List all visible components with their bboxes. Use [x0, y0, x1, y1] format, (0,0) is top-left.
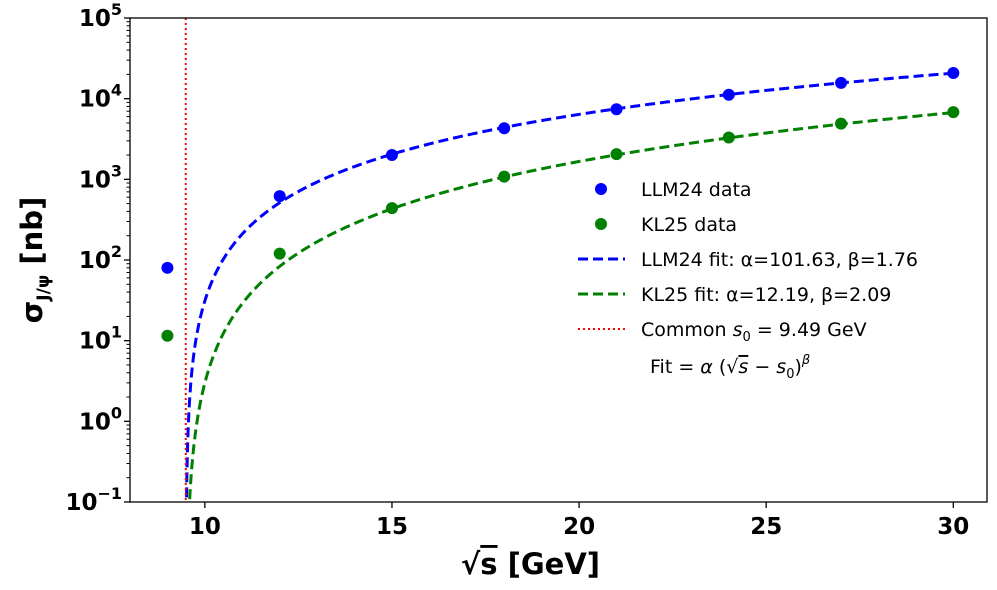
x-tick-label: 15	[376, 514, 408, 540]
plot-area	[161, 18, 960, 502]
data-point	[610, 148, 623, 161]
data-point	[273, 190, 286, 203]
data-point	[498, 122, 511, 135]
data-point	[722, 131, 735, 144]
legend: LLM24 data KL25 data LLM24 fit: α=101.63, …	[578, 179, 918, 382]
y-tick-label: 100	[79, 403, 122, 435]
y-tick-label: 103	[79, 161, 122, 193]
legend-marker	[595, 218, 607, 230]
x-tick-label: 30	[937, 514, 969, 540]
fit-line-3	[188, 111, 954, 502]
x-tick-label: 25	[750, 514, 782, 540]
legend-label: KL25 fit: α=12.19, β=2.09	[641, 284, 891, 306]
data-point	[722, 88, 735, 101]
data-point	[273, 247, 286, 260]
y-axis-label: σJ/ψ [nb]	[15, 197, 54, 324]
data-point	[385, 149, 398, 162]
y-tick-label: 10−1	[65, 484, 122, 516]
data-point	[498, 170, 511, 183]
data-point	[835, 76, 848, 89]
legend-label: Common s0 = 9.49 GeV	[641, 319, 867, 345]
x-tick-label: 10	[189, 514, 221, 540]
y-tick-label: 102	[79, 242, 122, 274]
legend-label: KL25 data	[641, 214, 737, 236]
data-point	[161, 261, 174, 274]
fit-formula: Fit = α (√s − s0)β	[650, 353, 810, 382]
x-tick-label: 20	[563, 514, 595, 540]
data-point	[385, 202, 398, 215]
y-tick-label: 101	[79, 323, 122, 355]
y-tick-label: 105	[79, 0, 122, 32]
data-point	[835, 117, 848, 130]
data-point	[947, 67, 960, 80]
x-axis-label: √s [GeV]	[461, 547, 600, 581]
data-point	[161, 329, 174, 342]
y-tick-label: 104	[79, 81, 122, 113]
data-point	[610, 103, 623, 116]
legend-label: LLM24 data	[641, 179, 752, 201]
data-point	[947, 106, 960, 119]
legend-label: LLM24 fit: α=101.63, β=1.76	[641, 249, 918, 271]
legend-marker	[595, 183, 607, 195]
fit-line-2	[184, 71, 954, 502]
